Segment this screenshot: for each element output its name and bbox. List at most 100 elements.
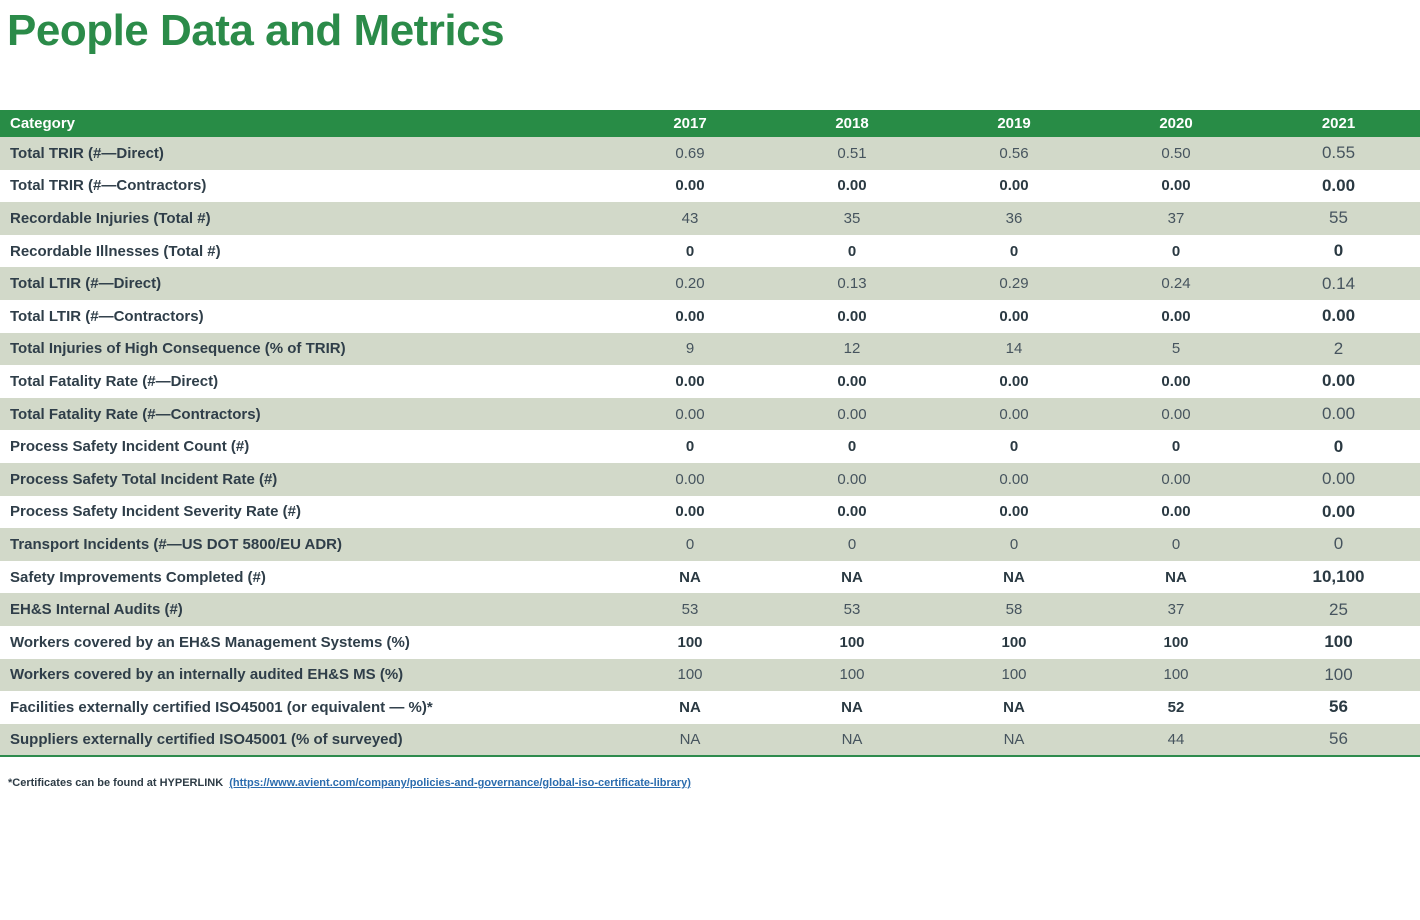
value-cell: NA (609, 723, 771, 758)
category-cell: Recordable Injuries (Total #) (10, 209, 211, 227)
table-row: Total Injuries of High Consequence (% of… (0, 332, 1420, 366)
table-row: Suppliers externally certified ISO45001 … (0, 723, 1420, 758)
footnote-text: *Certificates can be found at HYPERLINK (8, 777, 230, 789)
value-cell: 0.13 (837, 275, 867, 293)
column-header-year: 2018 (771, 110, 933, 137)
value-cell: 37 (1167, 209, 1185, 227)
category-cell: Workers covered by an EH&S Management Sy… (10, 633, 410, 651)
value-cell: 0.00 (837, 470, 867, 488)
category-cell: Total Fatality Rate (#—Contractors) (10, 405, 261, 423)
table-row: Process Safety Incident Severity Rate (#… (0, 495, 1420, 529)
value-cell: 35 (843, 209, 861, 227)
category-cell: Total Injuries of High Consequence (% of… (10, 340, 346, 358)
value-cell: 0.00 (837, 177, 867, 195)
category-cell: Transport Incidents (#—US DOT 5800/EU AD… (10, 535, 343, 553)
value-cell: 0 (685, 242, 695, 260)
value-cell: 0.00 (1321, 371, 1356, 391)
value-cell: 0.14 (1321, 273, 1356, 293)
category-cell: Process Safety Total Incident Rate (#) (10, 470, 278, 488)
value-cell: 0.00 (1321, 306, 1356, 326)
value-cell: 100 (677, 666, 703, 684)
value-cell: 0.00 (1161, 307, 1191, 325)
value-cell: 0.00 (675, 405, 705, 423)
value-cell: 55 (1329, 208, 1348, 228)
value-cell: NA (1003, 698, 1025, 716)
value-cell: 56 (1257, 723, 1420, 758)
value-cell: 56 (1329, 697, 1348, 717)
footnote: *Certificates can be found at HYPERLINK … (8, 777, 691, 789)
value-cell: 100 (1001, 633, 1027, 651)
column-header-year: 2019 (933, 110, 1095, 137)
value-cell: 0.55 (1321, 143, 1356, 163)
category-cell: Total LTIR (#—Direct) (10, 275, 162, 293)
value-cell: 0 (685, 438, 695, 456)
column-header-category: Category (0, 110, 609, 137)
value-cell: 9 (685, 340, 695, 358)
value-cell: 12 (843, 340, 861, 358)
value-cell: NA (1003, 568, 1025, 586)
table-row: Workers covered by an EH&S Management Sy… (0, 625, 1420, 659)
value-cell: 58 (1005, 601, 1023, 619)
category-cell: Recordable Illnesses (Total #) (10, 242, 221, 260)
category-cell: Process Safety Incident Count (#) (10, 438, 250, 456)
value-cell: 0.00 (1321, 501, 1356, 521)
value-cell: 100 (1163, 666, 1189, 684)
table-row: Total Fatality Rate (#—Contractors) 0.00 0… (0, 397, 1420, 431)
value-cell: 0.00 (999, 405, 1029, 423)
value-cell: 100 (839, 633, 865, 651)
table-row: Workers covered by an internally audited… (0, 658, 1420, 692)
value-cell: 44 (1095, 723, 1257, 758)
value-cell: 10,100 (1312, 567, 1365, 587)
table-row: Recordable Illnesses (Total #) 0 0 0 0 0 (0, 234, 1420, 268)
table-row: Transport Incidents (#—US DOT 5800/EU AD… (0, 528, 1420, 561)
value-cell: 100 (1001, 666, 1027, 684)
value-cell: 0.00 (999, 372, 1029, 390)
value-cell: 100 (839, 666, 865, 684)
value-cell: 25 (1329, 599, 1348, 619)
value-cell: 0.00 (999, 470, 1029, 488)
value-cell: 0 (847, 535, 857, 553)
value-cell: 0.00 (1161, 372, 1191, 390)
value-cell: NA (841, 568, 863, 586)
value-cell: 14 (1005, 340, 1023, 358)
value-cell: 0.00 (837, 405, 867, 423)
value-cell: 0 (1009, 535, 1019, 553)
value-cell: 0.00 (1321, 175, 1356, 195)
value-cell: 0 (1333, 534, 1344, 554)
category-cell: Total LTIR (#—Contractors) (10, 307, 204, 325)
category-cell: EH&S Internal Audits (#) (10, 601, 183, 619)
value-cell: 0.00 (837, 372, 867, 390)
table-row: Process Safety Incident Count (#) 0 0 0 0 0 (0, 430, 1420, 463)
value-cell: NA (841, 698, 863, 716)
value-cell: 0 (847, 242, 857, 260)
value-cell: 0.69 (675, 144, 705, 162)
table-row: Total LTIR (#—Contractors) 0.00 0.00 0.00 0.… (0, 299, 1420, 333)
value-cell: 43 (681, 209, 699, 227)
column-header-year: 2021 (1257, 110, 1420, 137)
value-cell: 0.00 (999, 307, 1029, 325)
table-row: Total TRIR (#—Contractors) 0.00 0.00 0.00 0.… (0, 169, 1420, 203)
value-cell: NA (679, 568, 701, 586)
table-row: Total TRIR (#—Direct) 0.69 0.51 0.56 0.50 0.5… (0, 137, 1420, 170)
value-cell: 0 (847, 438, 857, 456)
value-cell: NA (679, 698, 701, 716)
value-cell: 0.00 (837, 503, 867, 521)
table-row: Facilities externally certified ISO45001… (0, 691, 1420, 724)
value-cell: 0.00 (675, 177, 705, 195)
value-cell: NA (933, 723, 1095, 758)
value-cell: 0.29 (999, 275, 1029, 293)
value-cell: 0.00 (999, 503, 1029, 521)
category-cell: Total Fatality Rate (#—Direct) (10, 372, 219, 390)
value-cell: 0.00 (837, 307, 867, 325)
certificate-link[interactable]: (https://www.avient.com/company/policies… (229, 777, 691, 789)
value-cell: 0.00 (1321, 469, 1356, 489)
table-row: EH&S Internal Audits (#) 53 53 58 37 25 (0, 593, 1420, 626)
metrics-table: Category 2017 2018 2019 2020 2021 Total TRIR… (0, 110, 1420, 758)
value-cell: 5 (1171, 340, 1181, 358)
category-cell: Safety Improvements Completed (#) (10, 568, 266, 586)
value-cell: 0.00 (675, 470, 705, 488)
value-cell: 100 (677, 633, 703, 651)
table-row: Recordable Injuries (Total #) 43 35 36 37 55 (0, 202, 1420, 235)
table-row: Total Fatality Rate (#—Direct) 0.00 0.00 0.… (0, 365, 1420, 398)
